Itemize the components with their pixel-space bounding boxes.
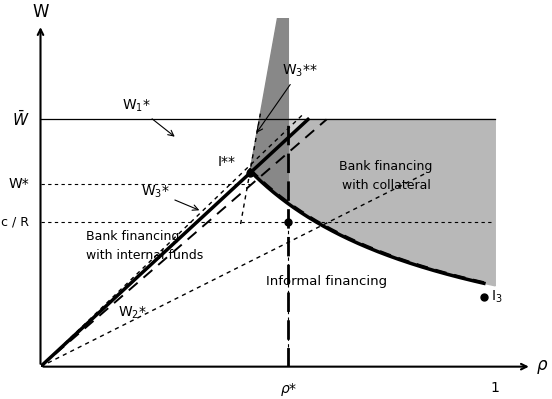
Text: I$_3$: I$_3$ [491, 289, 502, 305]
Polygon shape [250, 119, 308, 173]
Text: W: W [32, 3, 49, 21]
Text: W$_3$**: W$_3$** [257, 63, 317, 132]
Text: Bank financing
with internal funds: Bank financing with internal funds [86, 230, 203, 262]
Polygon shape [250, 0, 288, 204]
Text: $\rho$*: $\rho$* [280, 381, 297, 398]
Text: c / R: c / R [1, 216, 29, 229]
Text: W$_3$*: W$_3$* [141, 184, 198, 210]
Text: $\bar{W}$: $\bar{W}$ [12, 110, 29, 129]
Polygon shape [288, 119, 495, 286]
Text: W$_1$*: W$_1$* [121, 98, 174, 136]
Text: I**: I** [218, 154, 236, 168]
Text: 1: 1 [491, 381, 500, 395]
Text: $\rho$: $\rho$ [536, 358, 549, 375]
Text: W$_2$*: W$_2$* [118, 304, 147, 321]
Text: Informal financing: Informal financing [267, 275, 388, 288]
Text: Bank financing
with collateral: Bank financing with collateral [339, 160, 433, 192]
Text: W*: W* [8, 178, 29, 192]
